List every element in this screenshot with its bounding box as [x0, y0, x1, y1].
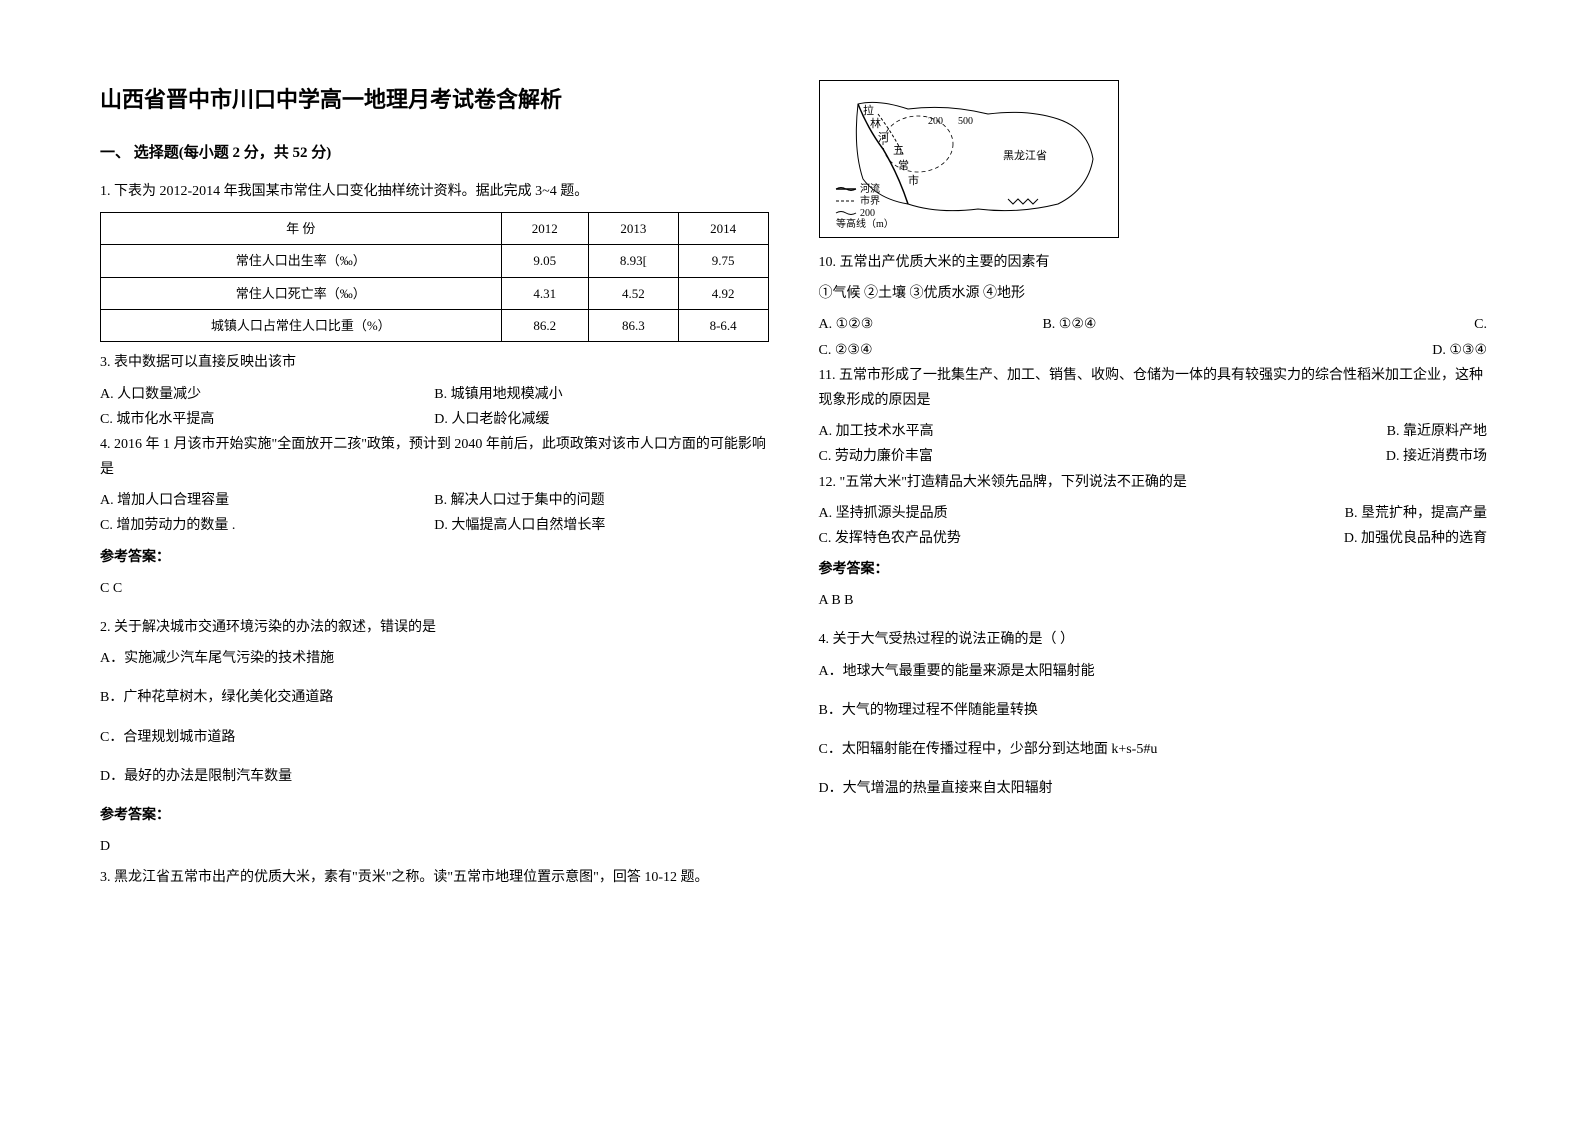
- q1-sub4: 4. 2016 年 1 月该市开始实施"全面放开二孩"政策，预计到 2040 年…: [100, 432, 769, 482]
- option: C. 劳动力廉价丰富: [819, 444, 933, 469]
- map-text: 200: [928, 116, 943, 127]
- table-cell: 9.05: [501, 245, 588, 277]
- option: D．最好的办法是限制汽车数量: [100, 764, 769, 789]
- table-cell: 86.2: [501, 309, 588, 341]
- option: D．大气增温的热量直接来自太阳辐射: [819, 776, 1488, 801]
- option: C．合理规划城市道路: [100, 725, 769, 750]
- option: B．广种花草树木，绿化美化交通道路: [100, 685, 769, 710]
- section-header: 一、 选择题(每小题 2 分，共 52 分): [100, 140, 769, 167]
- option: A. 增加人口合理容量: [100, 488, 434, 513]
- table-header: 2012: [501, 212, 588, 244]
- table-cell: 4.52: [589, 277, 679, 309]
- option: C. 城市化水平提高: [100, 407, 434, 432]
- answer: D: [100, 834, 769, 859]
- q1-sub3: 3. 表中数据可以直接反映出该市: [100, 350, 769, 375]
- option: B．大气的物理过程不伴随能量转换: [819, 698, 1488, 723]
- left-column: 山西省晋中市川口中学高一地理月考试卷含解析 一、 选择题(每小题 2 分，共 5…: [100, 80, 769, 897]
- map-text: 林: [870, 116, 881, 130]
- table-cell: 常住人口出生率（‰）: [101, 245, 502, 277]
- answer: C C: [100, 576, 769, 601]
- map-text: 市: [908, 173, 919, 187]
- table-cell: 城镇人口占常住人口比重（%）: [101, 309, 502, 341]
- table-cell: 常住人口死亡率（‰）: [101, 277, 502, 309]
- map-text: 常: [898, 159, 909, 172]
- option: A. ①②③: [819, 312, 1040, 337]
- option: B. 垦荒扩种，提高产量: [1345, 501, 1487, 526]
- option: A. 人口数量减少: [100, 382, 434, 407]
- right-column: 拉 林 河 五 常 市 200 500 黑龙江省 河流 市界 200 等高线（m…: [819, 80, 1488, 897]
- legend-text: 等高线（m）: [836, 217, 894, 229]
- q3-intro: 3. 黑龙江省五常市出产的优质大米，素有"贡米"之称。读"五常市地理位置示意图"…: [100, 865, 769, 890]
- answer: A B B: [819, 588, 1488, 613]
- q1-intro: 1. 下表为 2012-2014 年我国某市常住人口变化抽样统计资料。据此完成 …: [100, 179, 769, 204]
- table-cell: 86.3: [589, 309, 679, 341]
- table-cell: 9.75: [678, 245, 768, 277]
- option: A．实施减少汽车尾气污染的技术措施: [100, 646, 769, 671]
- map-text: 黑龙江省: [1003, 149, 1047, 162]
- option: B. 城镇用地规模减小: [434, 382, 768, 407]
- q11-text: 11. 五常市形成了一批集生产、加工、销售、收购、仓储为一体的具有较强实力的综合…: [819, 363, 1488, 413]
- q10-text: 10. 五常出产优质大米的主要的因素有: [819, 250, 1488, 275]
- table-header: 2014: [678, 212, 768, 244]
- option: A. 加工技术水平高: [819, 419, 934, 444]
- option: D. 大幅提高人口自然增长率: [434, 513, 768, 538]
- q2-text: 2. 关于解决城市交通环境污染的办法的叙述，错误的是: [100, 615, 769, 640]
- option: C．太阳辐射能在传播过程中，少部分到达地面 k+s-5#u: [819, 737, 1488, 762]
- table-cell: 8-6.4: [678, 309, 768, 341]
- population-table: 年 份 2012 2013 2014 常住人口出生率（‰） 9.05 8.93[…: [100, 212, 769, 343]
- table-cell: 8.93[: [589, 245, 679, 277]
- q12-text: 12. "五常大米"打造精品大米领先品牌，下列说法不正确的是: [819, 470, 1488, 495]
- q10-sub: ①气候 ②土壤 ③优质水源 ④地形: [819, 281, 1488, 306]
- option: A．地球大气最重要的能量来源是太阳辐射能: [819, 659, 1488, 684]
- legend-text: 200: [860, 208, 875, 219]
- legend-text: 市界: [860, 194, 880, 207]
- q4-text: 4. 关于大气受热过程的说法正确的是（ ）: [819, 627, 1488, 652]
- legend-text: 河流: [860, 182, 880, 195]
- option: B. ①②④: [1042, 312, 1263, 337]
- table-header: 2013: [589, 212, 679, 244]
- map-text: 五: [893, 145, 904, 157]
- map-text: 河: [878, 131, 889, 144]
- option: D. 人口老龄化减缓: [434, 407, 768, 432]
- answer-label: 参考答案：: [819, 557, 1488, 582]
- option: A. 坚持抓源头提品质: [819, 501, 948, 526]
- option: C. 增加劳动力的数量 .: [100, 513, 434, 538]
- option: D. ①③④: [1432, 338, 1487, 363]
- exam-title: 山西省晋中市川口中学高一地理月考试卷含解析: [100, 80, 769, 120]
- answer-label: 参考答案：: [100, 545, 769, 570]
- option: C. 发挥特色农产品优势: [819, 526, 961, 551]
- option: B. 解决人口过于集中的问题: [434, 488, 768, 513]
- map-text: 拉: [863, 103, 874, 117]
- option: D. 加强优良品种的选育: [1344, 526, 1487, 551]
- table-header: 年 份: [101, 212, 502, 244]
- option: D. 接近消费市场: [1386, 444, 1487, 469]
- option: C. ②③④: [819, 338, 1040, 363]
- option: B. 靠近原料产地: [1387, 419, 1487, 444]
- table-cell: 4.31: [501, 277, 588, 309]
- table-cell: 4.92: [678, 277, 768, 309]
- map-text: 500: [958, 116, 973, 127]
- answer-label: 参考答案：: [100, 803, 769, 828]
- map-container: 拉 林 河 五 常 市 200 500 黑龙江省 河流 市界 200 等高线（m…: [819, 80, 1119, 238]
- option-c-label: C.: [1266, 312, 1487, 337]
- location-map-svg: 拉 林 河 五 常 市 200 500 黑龙江省 河流 市界 200 等高线（m…: [828, 89, 1108, 229]
